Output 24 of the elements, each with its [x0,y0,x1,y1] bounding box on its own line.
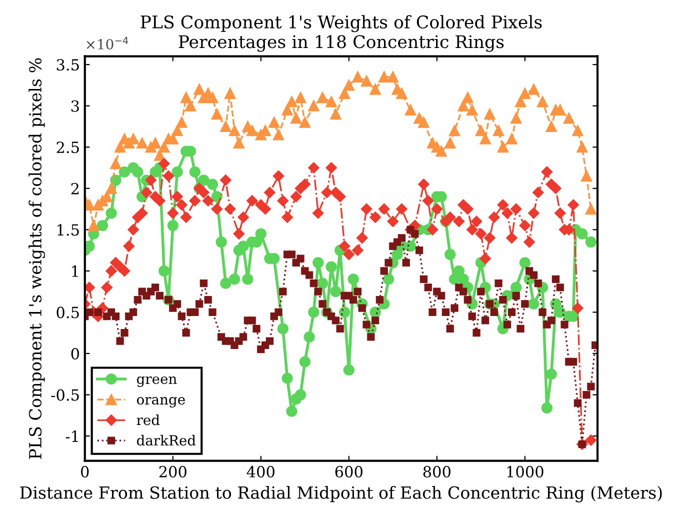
y-tick-label: -1 [66,430,78,442]
legend-label: darkRed [136,434,196,446]
y-tick-label: 3 [71,100,79,112]
y-tick-label: 2 [71,182,79,194]
y-tick-label: 1.5 [58,224,79,236]
legend-label: green [136,376,177,387]
x-axis-title: Distance From Station to Radial Midpoint of Each Concentric Ring (Meters) [20,486,662,502]
x-tick-label: 1000 [507,466,544,478]
x-tick-label: 200 [159,466,186,478]
y-tick-label: 0 [71,348,79,360]
chart-title: PLS Component 1's Weights of Colored Pixels Percentages in 118 Concentric Rings [140,15,542,52]
x-tick-label: 0 [81,466,89,478]
x-tick-label: 800 [423,466,450,478]
text: ×10$^{−4}$ [86,36,128,50]
legend-label: orange [136,397,185,408]
legend-label: red [136,414,160,426]
x-tick-label: 600 [335,466,362,478]
y-axis-title: PLS Component 1's weights of colored pixels % [28,58,45,459]
y-tick-label: 1 [72,265,78,277]
y-tick-label: 3.5 [56,59,79,71]
x-tick-label: 400 [246,466,274,478]
y-tick-label: -0.5 [51,389,79,401]
y-tick-label: 0.5 [56,306,79,318]
y-tick-label: 2.5 [56,142,79,154]
